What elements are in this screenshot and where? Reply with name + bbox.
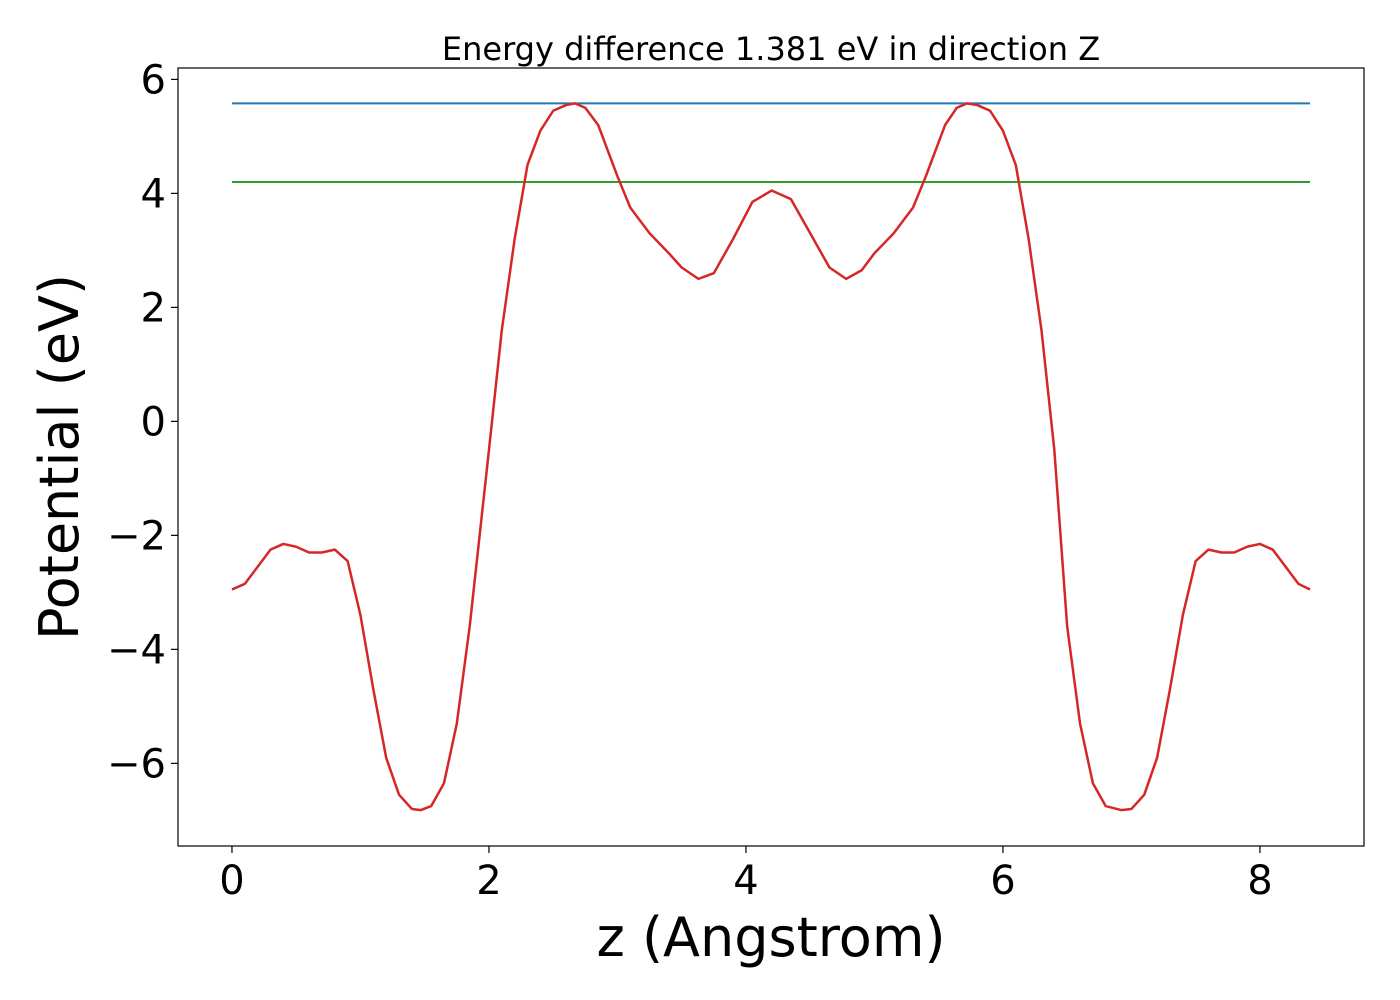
y-axis: −6 −4 −2 0 2 4 6 (107, 57, 178, 787)
x-tick-label: 8 (1247, 858, 1272, 904)
y-tick-label: 6 (141, 57, 166, 103)
series-line-2 (231, 102, 1311, 812)
x-axis: 0 2 4 6 8 (219, 846, 1273, 904)
y-tick-label: −2 (107, 513, 166, 559)
y-tick-label: 4 (141, 171, 166, 217)
chart-title: Energy difference 1.381 eV in direction … (442, 30, 1100, 68)
x-tick-label: 6 (990, 858, 1015, 904)
axes-frame (177, 67, 1365, 847)
y-tick-label: 0 (141, 399, 166, 445)
x-tick-label: 4 (733, 858, 758, 904)
y-tick-label: 2 (141, 285, 166, 331)
x-tick-label: 2 (476, 858, 501, 904)
x-axis-label: z (Angstrom) (596, 906, 945, 969)
y-tick-label: −6 (107, 741, 166, 787)
y-axis-label: Potential (eV) (28, 274, 91, 640)
y-tick-label: −4 (107, 627, 166, 673)
x-tick-label: 0 (219, 858, 244, 904)
plot-area (231, 102, 1311, 812)
